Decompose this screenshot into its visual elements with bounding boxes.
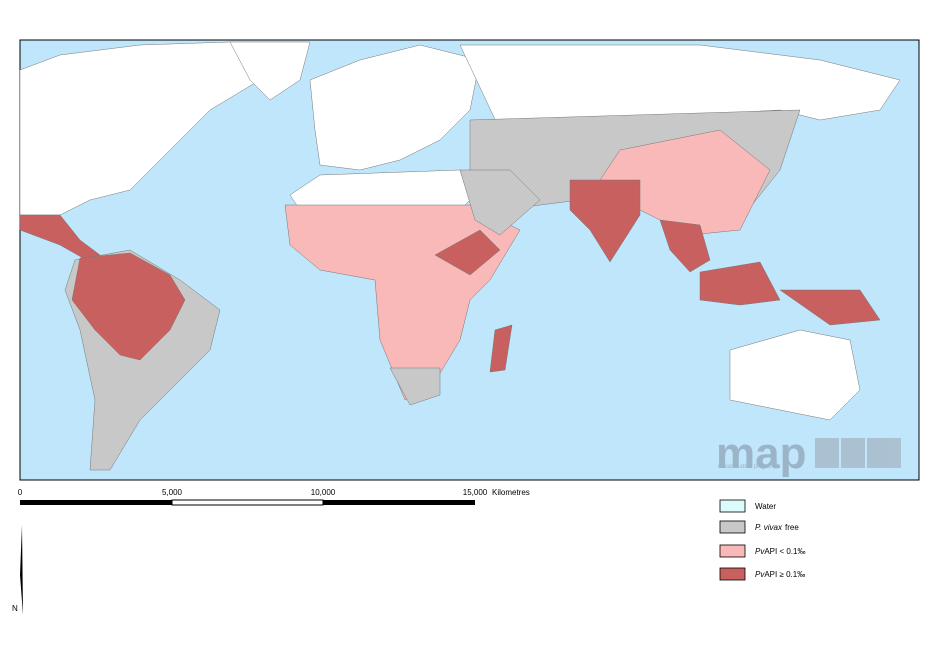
arrow	[20, 525, 23, 615]
southern-africa	[389, 367, 441, 406]
legend-italic: Pv	[755, 570, 765, 579]
greenland	[229, 41, 311, 101]
legend-swatch	[719, 520, 746, 534]
scale-label: 0	[18, 488, 23, 497]
amazon	[71, 252, 186, 361]
india	[569, 179, 641, 263]
scale-label: 5,000	[162, 488, 183, 497]
legend-text: API ≥ 0.1‰	[764, 570, 805, 579]
scale-segment	[171, 499, 324, 506]
ethiopia	[434, 229, 501, 276]
legend-label: PvAPI < 0.1‰	[755, 547, 805, 556]
legend-text: Water	[755, 502, 776, 511]
legend-swatch	[719, 567, 746, 581]
scale-label: 15,000	[463, 488, 488, 497]
madagascar	[489, 324, 513, 373]
europe	[309, 44, 481, 171]
scale-unit: Kilometres	[492, 488, 530, 497]
logo: map malaria atlas project	[716, 429, 901, 478]
southeast-asia	[659, 219, 711, 273]
arabia	[459, 169, 541, 236]
legend-label: P. vivax free	[755, 523, 799, 532]
logo-tagline: malaria atlas project	[718, 464, 772, 470]
legend-swatch	[719, 499, 746, 513]
north-label: N	[12, 604, 18, 613]
legend-label: PvAPI ≥ 0.1‰	[755, 570, 805, 579]
legend-italic: Pv	[755, 547, 765, 556]
scale-segment	[20, 500, 172, 505]
logo-tile	[867, 438, 901, 468]
legend-text: API < 0.1‰	[764, 547, 805, 556]
scale-segment	[323, 500, 475, 505]
legend-swatch	[719, 544, 746, 558]
legend-italic: P. vivax	[755, 523, 783, 532]
indonesia	[699, 261, 781, 306]
logo-name: map	[716, 429, 806, 478]
scale-bar: 0 5,000 10,000 15,000 Kilometres	[18, 488, 530, 506]
north-arrow: N	[12, 525, 23, 615]
new-guinea	[779, 289, 881, 326]
australia	[729, 329, 861, 421]
legend-label: Water	[755, 502, 776, 511]
legend-text: free	[785, 523, 799, 532]
map: map malaria atlas project	[19, 39, 920, 481]
logo-tile	[841, 438, 865, 468]
logo-tile	[815, 438, 839, 468]
scale-label: 10,000	[311, 488, 336, 497]
